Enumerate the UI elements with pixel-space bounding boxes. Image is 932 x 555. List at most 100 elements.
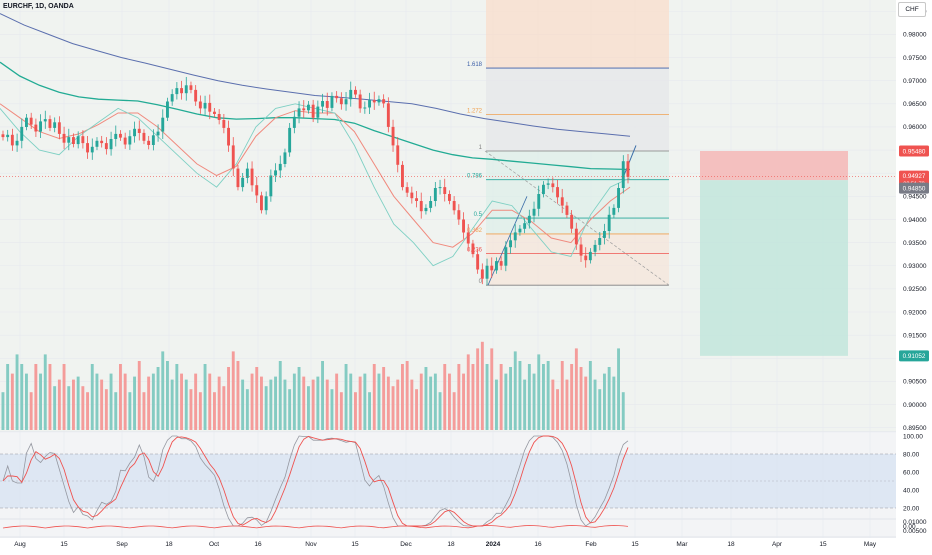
currency-button[interactable]: CHF: [898, 2, 926, 17]
y-tick-label: 0.98000: [903, 32, 927, 39]
volume-bar: [133, 376, 136, 430]
candle-body: [39, 121, 42, 132]
volume-bar: [354, 392, 357, 430]
ma-mid-line: [0, 103, 631, 248]
volume-bar: [1, 392, 5, 430]
candle-body: [433, 188, 437, 201]
volume-bar: [410, 379, 414, 430]
candle-body: [377, 99, 381, 103]
volume-bar: [119, 364, 122, 430]
candle-body: [349, 89, 353, 100]
candle-body: [43, 119, 47, 122]
volume-bar: [504, 373, 508, 430]
volume-bar: [34, 364, 38, 430]
candle-body: [67, 137, 71, 143]
volume-bar: [330, 389, 334, 430]
candle-body: [311, 104, 315, 118]
candle-body: [457, 210, 461, 220]
candle-body: [198, 101, 202, 109]
volume-bar: [39, 373, 42, 430]
candle-body: [424, 207, 428, 212]
volume-bar: [527, 364, 531, 430]
volume-bar: [283, 379, 287, 430]
y-tick-label: 0.89500: [903, 425, 927, 432]
indicator-line: [2, 525, 629, 529]
y-tick-label: 0.96500: [903, 101, 927, 108]
y-tick-label: 0.91500: [903, 332, 927, 339]
volume-bar: [537, 354, 541, 430]
candle-body: [438, 187, 442, 189]
candle-body: [556, 187, 559, 198]
candle-body: [626, 161, 630, 177]
candle-body: [542, 184, 545, 195]
y-tick-label: 0.93000: [903, 263, 927, 270]
volume-bar: [603, 373, 606, 430]
volume-bar: [574, 348, 578, 430]
volume-bar: [81, 386, 85, 430]
volume-bar: [372, 364, 376, 430]
candle-body: [170, 94, 174, 102]
candle-body: [419, 201, 423, 212]
candle-body: [518, 228, 522, 233]
x-tick-label: 2024: [486, 541, 501, 548]
volume-bar: [377, 373, 381, 430]
candle-body: [90, 146, 94, 153]
ma-slow-line: [0, 61, 631, 171]
y-tick-label: 0.96000: [903, 124, 927, 131]
fib-level-label: 1: [479, 145, 483, 151]
candle-body: [217, 114, 221, 120]
candle-body: [255, 185, 259, 196]
volume-bar: [241, 379, 245, 430]
symbol-label: EURCHF, 1D, OANDA: [3, 3, 74, 10]
candle-body: [476, 254, 480, 270]
x-tick-label: Nov: [305, 541, 317, 548]
candle-body: [184, 85, 188, 94]
volume-bar: [15, 354, 19, 430]
oscillator-tick-label: 20.00: [903, 505, 920, 512]
candle-body: [250, 168, 254, 186]
volume-bar: [490, 348, 494, 430]
candle-body: [565, 205, 569, 215]
candle-body: [495, 261, 498, 271]
volume-bar: [62, 364, 66, 430]
candle-body: [391, 126, 395, 146]
volume-bar: [405, 361, 409, 430]
candle-body: [401, 164, 404, 188]
entry-price-tag-text: 0.94850: [903, 185, 926, 192]
candle-body: [227, 127, 230, 146]
stop-price-tag-text: 0.95480: [903, 148, 926, 155]
candle-body: [29, 117, 33, 125]
fib-level-label: 0.5: [474, 212, 483, 218]
candle-body: [203, 102, 207, 109]
candle-body: [114, 133, 118, 139]
candle-body: [20, 126, 24, 141]
volume-bar: [95, 373, 99, 430]
volume-bar: [499, 364, 503, 430]
candle-body: [76, 136, 80, 145]
volume-bar: [607, 367, 611, 430]
candle-body: [166, 101, 169, 118]
oscillator-tick-label: 100.00: [903, 433, 923, 440]
candle-body: [339, 98, 343, 105]
candle-body: [532, 208, 536, 216]
volume-bar: [67, 386, 71, 430]
candle-body: [288, 127, 292, 153]
volume-bar: [433, 373, 437, 430]
volume-bar: [48, 364, 52, 430]
candle-body: [133, 128, 136, 137]
x-tick-label: 16: [254, 541, 262, 548]
volume-bar: [556, 389, 559, 430]
candle-body: [579, 244, 583, 256]
candle-body: [34, 124, 38, 132]
volume-bar: [349, 373, 353, 430]
price-axis-background: [896, 0, 932, 550]
candle-body: [119, 133, 122, 138]
candle-body: [62, 133, 66, 143]
candle-body: [213, 111, 216, 114]
candle-body: [396, 145, 400, 165]
candle-body: [57, 122, 61, 134]
volume-bar: [307, 386, 310, 430]
volume-bar: [170, 379, 174, 430]
